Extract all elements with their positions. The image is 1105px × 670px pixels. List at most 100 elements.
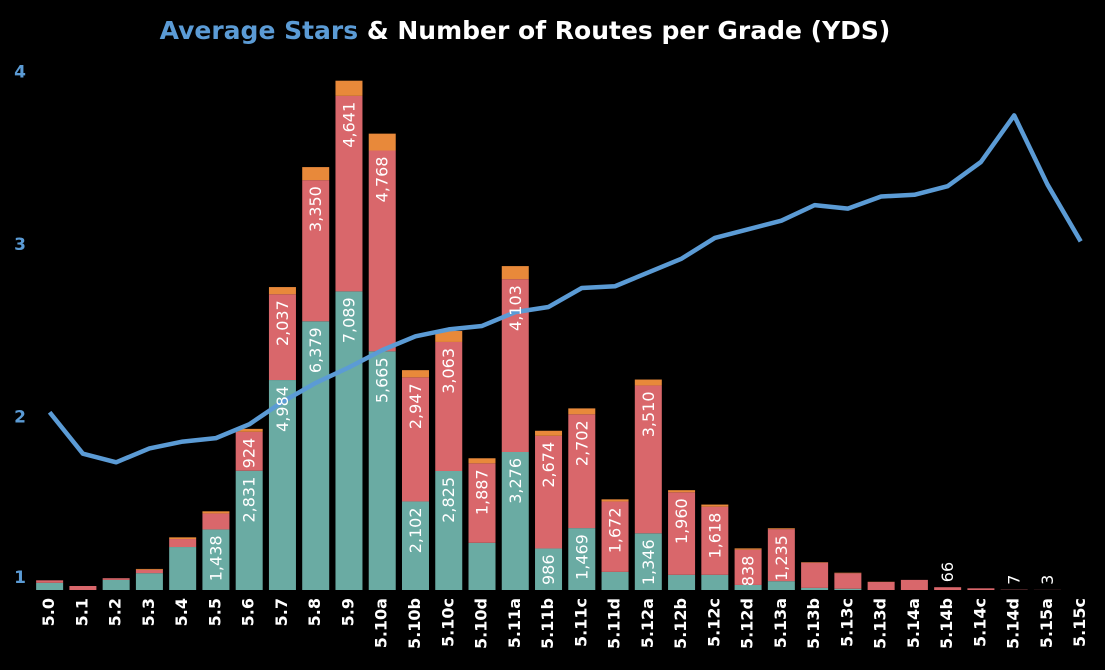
y2-tick-label: 3	[14, 235, 26, 255]
bar-segment	[668, 490, 696, 493]
bar-segment	[634, 379, 662, 386]
x-tick-label: 5.2	[106, 598, 125, 626]
bar-segment	[701, 506, 729, 575]
bar-segment	[435, 331, 463, 342]
bar-segment	[368, 150, 396, 352]
value-label: 3	[1038, 575, 1057, 585]
bar-segment	[435, 470, 463, 590]
bar-segment	[268, 294, 296, 381]
bar-segment	[69, 585, 97, 590]
y2-tick-label: 4	[14, 62, 26, 82]
bar-segment	[834, 588, 862, 590]
y2-tick-label: 2	[14, 407, 26, 427]
bar-segment	[401, 370, 429, 378]
bar-segment	[834, 573, 862, 589]
bar-segment	[368, 351, 396, 590]
x-tick-label: 5.10c	[438, 598, 457, 647]
value-label: 3,063	[439, 348, 458, 394]
value-label: 2,831	[240, 477, 259, 523]
x-tick-label: 5.11d	[605, 598, 624, 649]
value-label: 4,103	[506, 285, 525, 331]
x-tick-label: 5.12b	[671, 598, 690, 649]
bar-segment	[734, 548, 762, 550]
bar-segment	[302, 321, 330, 590]
bar-segment	[368, 133, 396, 151]
x-tick-label: 5.0	[39, 598, 58, 626]
bar-segment	[535, 430, 563, 436]
x-tick-label: 5.5	[205, 598, 224, 626]
x-tick-label: 5.12d	[738, 598, 757, 649]
value-label: 1,346	[639, 539, 658, 585]
bar-segment	[268, 380, 296, 590]
x-tick-label: 5.13a	[771, 598, 790, 648]
title-highlight: Average Stars	[160, 16, 359, 45]
x-tick-label: 5.14a	[904, 598, 923, 648]
x-tick-label: 5.6	[239, 598, 258, 626]
bar-segment	[967, 588, 995, 590]
value-label: 986	[539, 554, 558, 585]
value-label: 838	[739, 556, 758, 587]
bar-segment	[767, 528, 795, 530]
bar-segment	[767, 529, 795, 582]
bar-segment	[568, 408, 596, 415]
bar-segment	[235, 428, 263, 432]
bar-segment	[601, 499, 629, 502]
value-label: 7	[1005, 575, 1024, 585]
bar-segment	[102, 578, 130, 580]
bar-segment	[468, 463, 496, 543]
bar-segment	[401, 501, 429, 590]
y2-tick-label: 1	[14, 568, 26, 588]
value-label: 5,665	[373, 357, 392, 403]
bar-segment	[701, 504, 729, 507]
x-tick-label: 5.4	[172, 598, 191, 626]
bar-segment	[135, 573, 163, 590]
bar-segment	[235, 431, 263, 471]
chart-title: Average Stars & Number of Routes per Gra…	[160, 16, 891, 45]
bar-segment	[568, 528, 596, 590]
bar-segment	[801, 587, 829, 590]
x-tick-label: 5.14c	[970, 598, 989, 647]
bar-segment	[335, 291, 363, 590]
x-tick-label: 5.13b	[804, 598, 823, 649]
bar-segment	[900, 579, 928, 590]
bar-segment	[501, 451, 529, 590]
stars-line	[47, 113, 1083, 465]
x-tick-label: 5.11b	[538, 598, 557, 649]
x-tick-label: 5.7	[272, 598, 291, 626]
value-label: 4,641	[339, 102, 358, 148]
bar-segment	[668, 492, 696, 575]
value-label: 1,672	[606, 507, 625, 553]
value-label: 2,825	[439, 477, 458, 523]
bar-segment	[767, 581, 795, 590]
bar-segment	[867, 581, 895, 590]
bar-segment	[335, 95, 363, 292]
x-tick-label: 5.9	[338, 598, 357, 626]
bar-segment	[169, 539, 197, 548]
bar-segment	[202, 513, 230, 530]
value-label: 924	[240, 438, 259, 469]
bar-segment	[501, 266, 529, 280]
bar-segment	[401, 377, 429, 502]
value-label: 4,984	[273, 386, 292, 432]
x-tick-label: 5.13c	[837, 598, 856, 647]
x-tick-label: 5.11a	[505, 598, 524, 648]
x-tick-label: 5.1	[72, 598, 91, 626]
bar-segment	[36, 580, 64, 583]
value-label: 1,235	[772, 535, 791, 581]
value-label: 2,702	[572, 420, 591, 466]
x-tick-label: 5.10a	[372, 598, 391, 648]
value-label: 1,960	[672, 498, 691, 544]
value-label: 1,887	[473, 469, 492, 515]
bar-segment	[701, 574, 729, 590]
bar-segment	[734, 549, 762, 585]
value-label: 1,618	[705, 513, 724, 559]
bar-segment	[501, 279, 529, 452]
value-label: 3,510	[639, 391, 658, 437]
x-tick-label: 5.10d	[472, 598, 491, 649]
bar-segment	[135, 569, 163, 574]
bar-segment	[235, 470, 263, 590]
value-label: 4,768	[373, 156, 392, 202]
x-tick-label: 5.14b	[937, 598, 956, 649]
bar-segment	[601, 571, 629, 590]
bar-segment	[634, 533, 662, 590]
